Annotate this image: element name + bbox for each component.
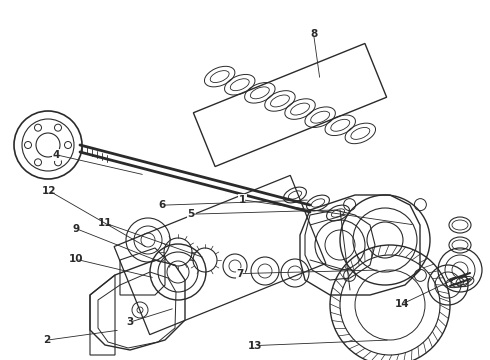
Text: 4: 4 — [52, 150, 60, 160]
Text: 1: 1 — [239, 195, 246, 205]
Text: 5: 5 — [188, 209, 195, 219]
Text: 3: 3 — [126, 317, 133, 327]
Text: 9: 9 — [73, 224, 79, 234]
Text: 8: 8 — [310, 29, 317, 39]
Text: 6: 6 — [158, 200, 165, 210]
Text: 10: 10 — [69, 254, 83, 264]
Text: 2: 2 — [43, 335, 50, 345]
Bar — [194, 44, 387, 167]
Bar — [114, 175, 326, 335]
Text: 7: 7 — [236, 269, 244, 279]
Text: 11: 11 — [98, 218, 113, 228]
Text: 14: 14 — [394, 299, 409, 309]
Text: 12: 12 — [42, 186, 56, 196]
Text: 13: 13 — [247, 341, 262, 351]
